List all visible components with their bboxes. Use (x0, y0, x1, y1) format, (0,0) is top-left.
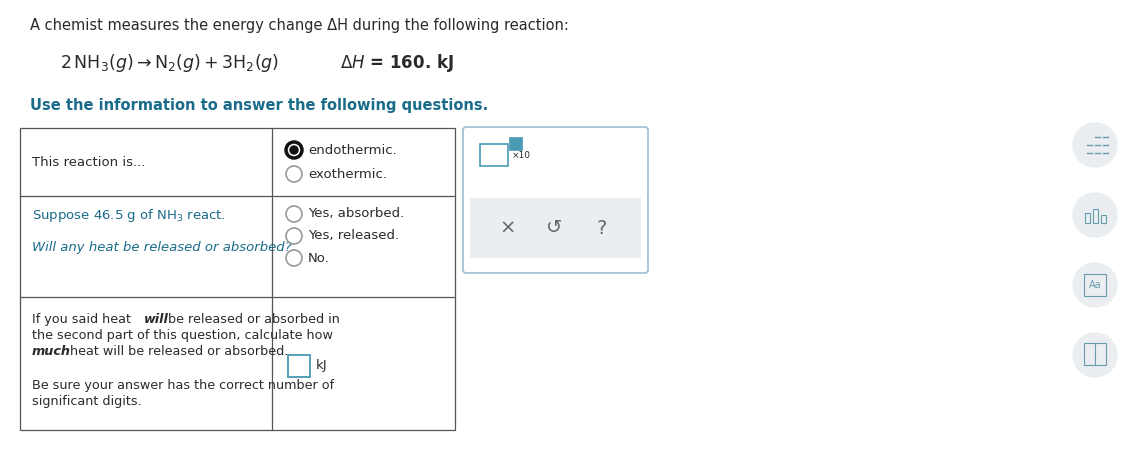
Bar (1084, 343, 1106, 365)
Text: Aa: Aa (1088, 280, 1101, 290)
Text: Yes, absorbed.: Yes, absorbed. (308, 207, 404, 220)
Text: heat will be released or absorbed.: heat will be released or absorbed. (65, 345, 288, 358)
Text: ↺: ↺ (545, 218, 562, 238)
Text: Yes, released.: Yes, released. (308, 229, 400, 243)
Text: will: will (145, 313, 169, 326)
Bar (1101, 215, 1106, 223)
Bar (1084, 274, 1106, 296)
Circle shape (1073, 263, 1117, 307)
Text: be released or absorbed in: be released or absorbed in (164, 313, 340, 326)
Circle shape (1073, 193, 1117, 237)
Bar (288, 355, 310, 377)
Text: Use the information to answer the following questions.: Use the information to answer the follow… (30, 98, 488, 113)
Text: the second part of this question, calculate how: the second part of this question, calcul… (32, 329, 333, 342)
Text: endothermic.: endothermic. (308, 143, 396, 156)
Text: exothermic.: exothermic. (308, 168, 387, 181)
Text: No.: No. (308, 251, 330, 265)
Text: ×10: ×10 (511, 152, 531, 160)
Bar (1093, 209, 1099, 223)
Text: significant digits.: significant digits. (32, 395, 142, 408)
Bar (470, 198, 641, 258)
Bar (510, 138, 522, 150)
FancyBboxPatch shape (463, 127, 648, 273)
Bar (1085, 213, 1089, 223)
Bar (480, 144, 508, 166)
Bar (20, 128, 455, 430)
Text: $2\,\mathrm{NH_3}(\mathit{g}) \rightarrow \mathrm{N_2}(\mathit{g})+3\mathrm{H_2}: $2\,\mathrm{NH_3}(\mathit{g}) \rightarro… (60, 52, 279, 74)
Text: kJ: kJ (316, 360, 327, 372)
Text: Will any heat be released or absorbed?: Will any heat be released or absorbed? (32, 241, 291, 255)
Text: A chemist measures the energy change ΔH during the following reaction:: A chemist measures the energy change ΔH … (30, 18, 569, 33)
Text: This reaction is...: This reaction is... (32, 155, 146, 169)
Text: If you said heat: If you said heat (32, 313, 135, 326)
Circle shape (1073, 333, 1117, 377)
Text: Be sure your answer has the correct number of: Be sure your answer has the correct numb… (32, 379, 334, 392)
Circle shape (290, 146, 298, 154)
Text: Suppose 46.5 g of $\mathrm{NH_3}$ react.: Suppose 46.5 g of $\mathrm{NH_3}$ react. (32, 207, 226, 224)
Text: ?: ? (597, 218, 607, 238)
Text: ×: × (500, 218, 516, 238)
Text: $\Delta\mathit{H}$ = 160. kJ: $\Delta\mathit{H}$ = 160. kJ (340, 52, 454, 74)
Circle shape (1073, 123, 1117, 167)
Text: much: much (32, 345, 71, 358)
